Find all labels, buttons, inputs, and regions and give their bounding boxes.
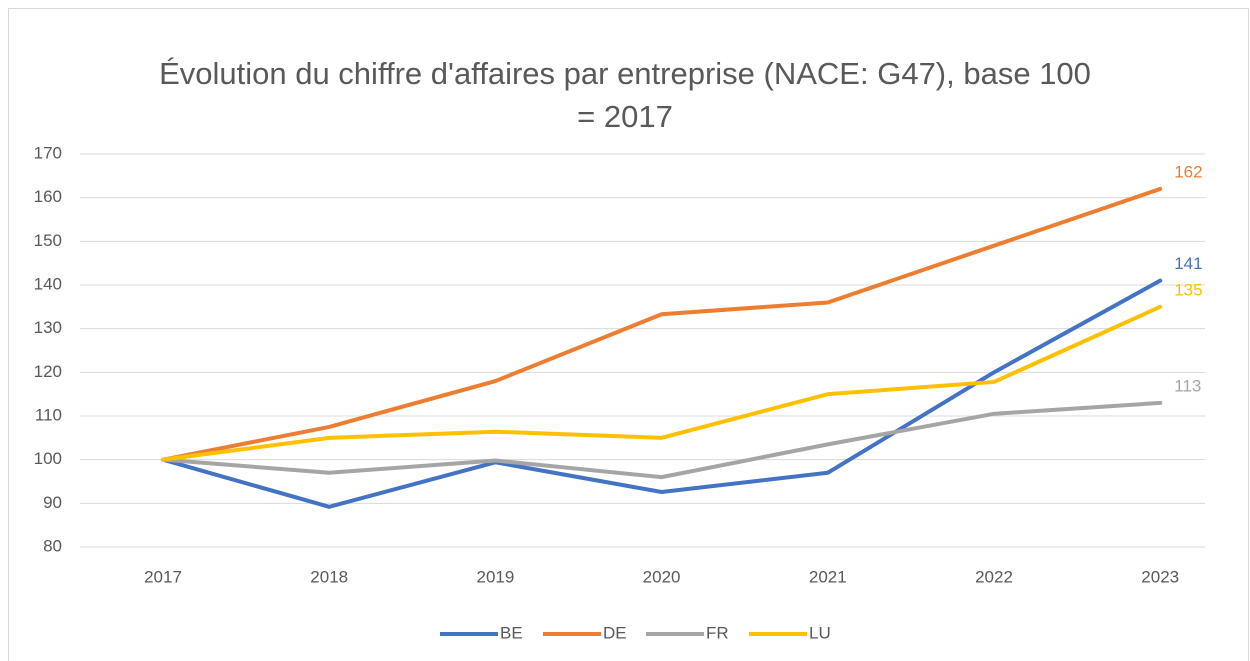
x-tick-label: 2022 bbox=[975, 567, 1013, 586]
data-label: 141 bbox=[1174, 254, 1202, 273]
y-tick-label: 130 bbox=[34, 318, 62, 337]
x-tick-label: 2020 bbox=[643, 567, 681, 586]
legend-label: LU bbox=[809, 623, 831, 642]
data-label: 135 bbox=[1174, 280, 1202, 299]
y-tick-label: 160 bbox=[34, 187, 62, 206]
legend-label: DE bbox=[603, 623, 627, 642]
y-tick-label: 90 bbox=[43, 493, 62, 512]
y-tick-label: 150 bbox=[34, 231, 62, 250]
y-tick-label: 110 bbox=[35, 405, 62, 424]
x-tick-label: 2023 bbox=[1141, 567, 1179, 586]
legend-label: BE bbox=[500, 623, 523, 642]
data-label: 162 bbox=[1174, 162, 1202, 181]
x-tick-label: 2021 bbox=[809, 567, 847, 586]
y-tick-label: 120 bbox=[34, 362, 62, 381]
series-line bbox=[161, 400, 1163, 480]
y-tick-label: 140 bbox=[34, 274, 62, 293]
y-tick-label: 80 bbox=[43, 536, 62, 555]
series-line bbox=[161, 304, 1163, 462]
data-label: 113 bbox=[1174, 376, 1201, 395]
legend-label: FR bbox=[706, 623, 729, 642]
x-tick-label: 2019 bbox=[476, 567, 514, 586]
y-tick-label: 100 bbox=[34, 449, 62, 468]
x-tick-label: 2018 bbox=[310, 567, 348, 586]
chart-title: Évolution du chiffre d'affaires par entr… bbox=[159, 56, 1091, 134]
series-line bbox=[161, 186, 1163, 462]
series-line bbox=[161, 278, 1163, 509]
y-tick-label: 170 bbox=[34, 143, 62, 162]
chart-frame bbox=[8, 8, 1249, 661]
x-tick-label: 2017 bbox=[144, 567, 182, 586]
